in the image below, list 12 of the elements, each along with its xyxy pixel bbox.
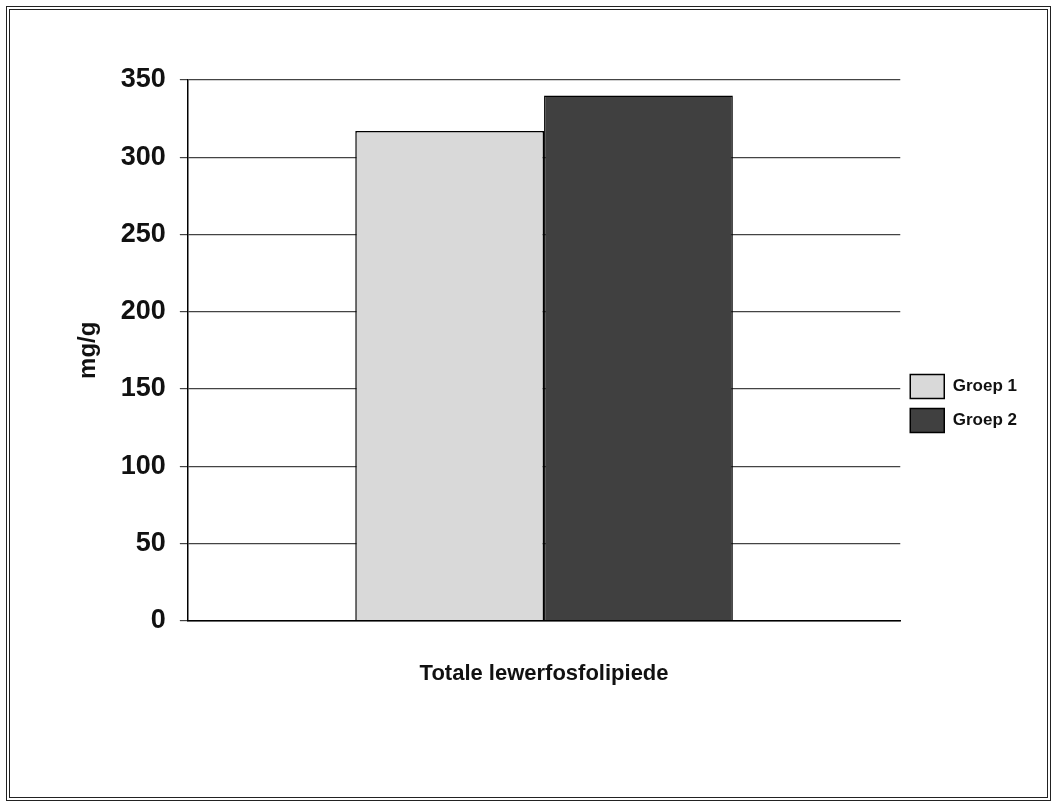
y-tick-label: 300 <box>120 140 166 171</box>
legend-label: Groep 1 <box>952 376 1018 396</box>
y-tick-label: 100 <box>120 449 166 480</box>
y-axis-title: mg/g <box>73 321 101 379</box>
legend-label: Groep 2 <box>952 410 1018 430</box>
y-tick-label: 150 <box>120 372 166 403</box>
y-tick-label: 50 <box>135 526 166 557</box>
y-tick-label: 250 <box>120 217 166 248</box>
y-tick-label: 350 <box>120 63 166 94</box>
x-tick-label: Totale lewerfosfolipiede <box>419 659 669 685</box>
y-tick-label: 200 <box>120 295 166 326</box>
y-tick-label: 0 <box>150 604 166 635</box>
